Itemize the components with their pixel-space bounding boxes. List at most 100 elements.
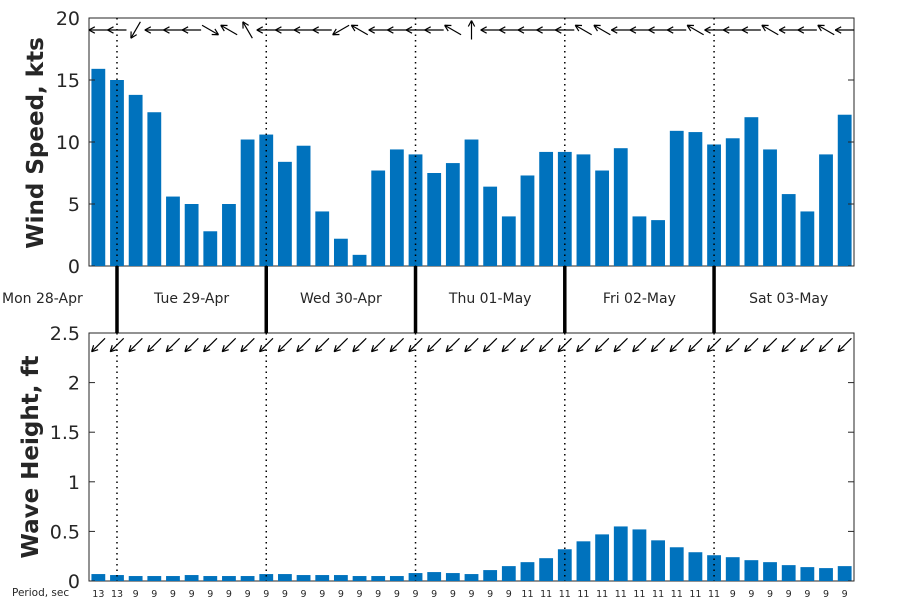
wave-bar bbox=[240, 576, 255, 581]
wind-direction-arrow bbox=[817, 24, 835, 36]
wave-direction-arrow bbox=[576, 337, 591, 353]
wind-direction-arrow bbox=[761, 24, 779, 36]
wind-bar bbox=[576, 154, 591, 266]
period-value: 9 bbox=[151, 589, 157, 600]
wind-direction-arrow bbox=[201, 24, 220, 36]
period-value: 11 bbox=[521, 589, 533, 600]
wind-direction-arrow bbox=[181, 26, 202, 34]
wave-direction-arrow bbox=[538, 337, 554, 353]
period-value: 11 bbox=[689, 589, 701, 600]
period-value: 9 bbox=[506, 589, 512, 600]
wave-bar bbox=[445, 573, 460, 581]
wind-direction-arrow bbox=[424, 26, 444, 34]
wave-ytick-label: 0.5 bbox=[50, 521, 80, 543]
wind-bar bbox=[278, 161, 292, 266]
wind-direction-arrow bbox=[834, 26, 855, 34]
wave-bar bbox=[184, 575, 199, 581]
wind-direction-arrow bbox=[88, 26, 108, 34]
wave-direction-arrow bbox=[482, 337, 498, 353]
period-value: 9 bbox=[468, 589, 474, 600]
period-value: 9 bbox=[394, 589, 400, 600]
wind-ytick-label: 20 bbox=[56, 8, 80, 30]
wind-bar bbox=[427, 173, 442, 266]
wave-y-axis-label: Wave Height, ft bbox=[18, 356, 44, 559]
wave-bar bbox=[296, 575, 311, 581]
wave-bar bbox=[147, 576, 162, 581]
wind-bar bbox=[688, 132, 703, 266]
period-value: 9 bbox=[245, 589, 251, 600]
wave-bar bbox=[576, 541, 591, 581]
wind-speed-panel: 0 5 10 15 20 Wind Speed, kts bbox=[23, 8, 855, 278]
wave-bar bbox=[725, 557, 740, 581]
wave-ytick-label: 2 bbox=[68, 373, 80, 395]
wind-ytick-label: 0 bbox=[68, 256, 80, 278]
wind-bar bbox=[315, 211, 330, 266]
period-value: 9 bbox=[431, 589, 437, 600]
period-value: 13 bbox=[92, 589, 104, 600]
wind-direction-arrow bbox=[293, 26, 314, 34]
period-value: 11 bbox=[633, 589, 645, 600]
wind-bar bbox=[408, 154, 423, 266]
period-value: 9 bbox=[357, 589, 363, 600]
period-value: 9 bbox=[786, 589, 792, 600]
wave-direction-arrow bbox=[669, 337, 684, 353]
wind-bar bbox=[464, 139, 479, 266]
wind-bar bbox=[632, 216, 647, 266]
wind-bar bbox=[445, 163, 460, 266]
wave-bar bbox=[371, 576, 386, 581]
period-value: 9 bbox=[189, 589, 195, 600]
wave-direction-arrow bbox=[389, 337, 405, 353]
wind-bar bbox=[203, 231, 218, 266]
wind-bar bbox=[669, 130, 684, 266]
wind-bar bbox=[147, 112, 162, 267]
wind-bar bbox=[781, 194, 796, 266]
wave-direction-arrow bbox=[613, 337, 628, 353]
period-value: 11 bbox=[559, 589, 571, 600]
wave-bar bbox=[315, 575, 330, 581]
wind-direction-arrow bbox=[480, 26, 500, 34]
wave-direction-arrow bbox=[426, 337, 442, 353]
wave-direction-arrow bbox=[165, 337, 181, 353]
wind-direction-arrow bbox=[387, 26, 407, 34]
wind-direction-arrow bbox=[242, 21, 253, 39]
wave-bar bbox=[669, 547, 684, 581]
wave-direction-arrow bbox=[650, 337, 666, 353]
wind-bar bbox=[725, 138, 740, 266]
wave-ytick-label: 2.5 bbox=[50, 323, 80, 345]
period-value: 9 bbox=[375, 589, 381, 600]
wave-bar bbox=[259, 574, 274, 581]
period-value: 9 bbox=[450, 589, 456, 600]
wind-direction-arrow bbox=[130, 21, 141, 39]
wave-bar bbox=[763, 562, 777, 581]
period-value: 9 bbox=[282, 589, 288, 600]
wave-bar bbox=[222, 576, 236, 581]
wave-bar bbox=[632, 529, 647, 581]
day-label: Tue 29-Apr bbox=[153, 291, 229, 307]
wind-direction-arrow bbox=[332, 24, 350, 36]
wave-bar bbox=[744, 560, 759, 581]
wave-direction-arrow bbox=[128, 337, 143, 353]
wave-bar bbox=[613, 526, 628, 581]
wave-direction-arrow bbox=[202, 337, 218, 353]
day-label: Thu 01-May bbox=[448, 291, 532, 307]
wave-direction-arrow bbox=[445, 337, 460, 353]
wind-direction-arrow bbox=[499, 26, 519, 34]
wave-bar bbox=[427, 572, 442, 581]
wind-bar bbox=[501, 216, 516, 266]
wind-direction-arrow bbox=[648, 26, 668, 34]
wind-bar bbox=[296, 145, 311, 266]
wind-bar bbox=[222, 204, 236, 266]
period-value: 11 bbox=[596, 589, 608, 600]
day-label: Fri 02-May bbox=[603, 291, 676, 307]
wind-bar bbox=[613, 148, 628, 266]
wave-direction-arrow bbox=[781, 337, 796, 353]
wind-bar bbox=[333, 238, 348, 266]
wave-bar bbox=[651, 540, 665, 581]
period-value: 9 bbox=[412, 589, 418, 600]
wave-bar bbox=[278, 574, 292, 581]
period-value: 9 bbox=[226, 589, 232, 600]
wind-direction-arrow bbox=[517, 26, 537, 34]
wind-bar bbox=[539, 151, 554, 266]
wind-direction-arrow bbox=[312, 26, 332, 34]
